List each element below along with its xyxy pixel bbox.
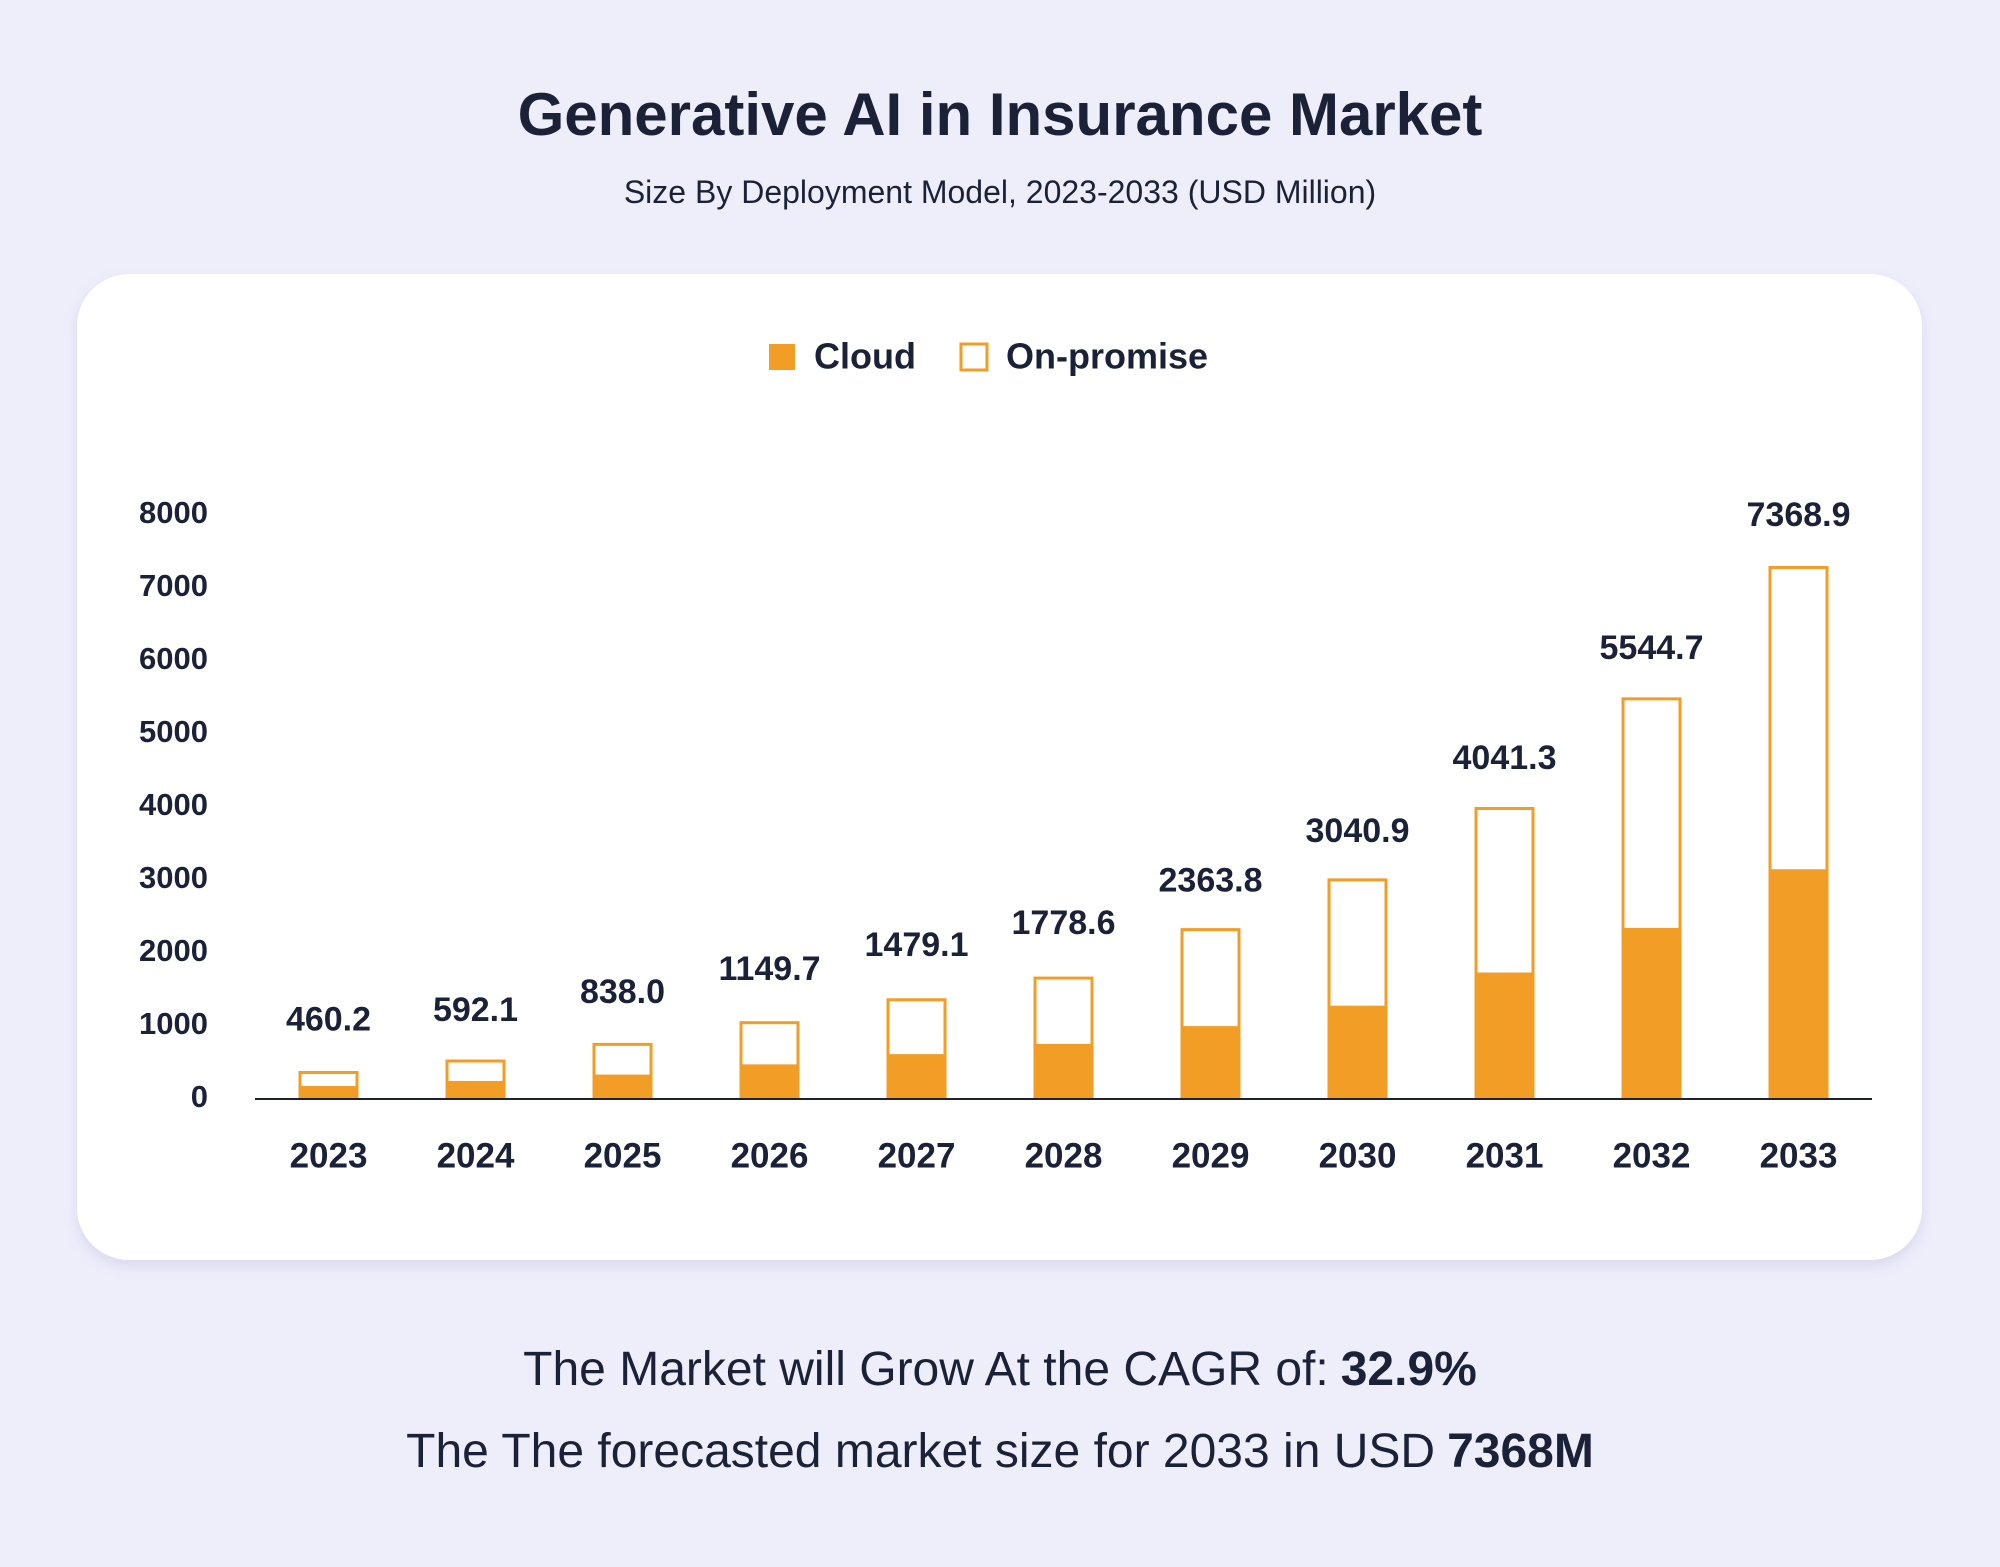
bar-segment — [298, 1087, 359, 1099]
cagr-value: 32.9% — [1340, 1343, 1477, 1396]
bar-segment — [445, 1082, 506, 1099]
x-tick-label: 2024 — [437, 1136, 515, 1175]
forecast-line: The The forecasted market size for 2033 … — [0, 1424, 2000, 1479]
y-tick-label: 3000 — [139, 860, 208, 895]
bar-segment-outline — [1474, 807, 1535, 976]
bar-segment — [1327, 1007, 1388, 1099]
bar-segment-outline — [739, 1021, 800, 1068]
y-tick-label: 6000 — [139, 641, 208, 676]
bar-segment-outline — [1621, 697, 1682, 931]
bar-segment — [1768, 870, 1829, 1099]
x-tick-label: 2032 — [1613, 1136, 1691, 1175]
bar-segment — [592, 1076, 653, 1099]
x-tick-label: 2023 — [290, 1136, 368, 1175]
bar-segment-outline — [298, 1070, 359, 1090]
x-tick-label: 2028 — [1025, 1136, 1103, 1175]
forecast-value: 7368M — [1447, 1425, 1594, 1478]
total-label: 7368.9 — [1747, 496, 1851, 534]
bar-segment-outline — [445, 1059, 506, 1084]
total-label: 838.0 — [580, 973, 665, 1011]
bar-segment-outline — [1327, 878, 1388, 1009]
x-tick-label: 2030 — [1319, 1136, 1397, 1175]
x-tick-label: 2025 — [584, 1136, 662, 1175]
bar-segment — [1033, 1045, 1094, 1099]
total-label: 3040.9 — [1306, 812, 1410, 850]
x-tick-label: 2033 — [1760, 1136, 1838, 1175]
legend-swatch — [959, 342, 989, 372]
y-tick-label: 1000 — [139, 1006, 208, 1041]
total-label: 592.1 — [433, 991, 518, 1029]
bar-segment — [1180, 1027, 1241, 1099]
x-tick-label: 2027 — [878, 1136, 956, 1175]
bar-segment — [886, 1055, 947, 1099]
y-tick-label: 5000 — [139, 714, 208, 749]
bar-segment — [1621, 929, 1682, 1099]
bar-segment-outline — [886, 998, 947, 1058]
y-tick-label: 0 — [191, 1079, 208, 1114]
bar-segment — [739, 1065, 800, 1099]
x-tick-label: 2031 — [1466, 1136, 1544, 1175]
total-label: 1778.6 — [1012, 904, 1116, 942]
cagr-label: The Market will Grow At the CAGR of: — [523, 1343, 1329, 1396]
y-tick-label: 2000 — [139, 933, 208, 968]
y-tick-label: 8000 — [139, 495, 208, 530]
chart-title: Generative AI in Insurance Market — [517, 81, 1483, 148]
y-tick-label: 4000 — [139, 787, 208, 822]
bar-segment — [1474, 974, 1535, 1099]
x-tick-label: 2029 — [1172, 1136, 1250, 1175]
total-label: 460.2 — [286, 1000, 371, 1038]
total-label: 1149.7 — [718, 950, 820, 988]
chart-card — [77, 274, 1922, 1260]
bar-segment-outline — [1180, 928, 1241, 1030]
legend-swatch — [769, 344, 795, 370]
bar-segment-outline — [592, 1042, 653, 1078]
legend-label: Cloud — [814, 336, 916, 377]
y-tick-label: 7000 — [139, 568, 208, 603]
legend-label: On-promise — [1006, 336, 1208, 377]
chart-subtitle: Size By Deployment Model, 2023-2033 (USD… — [623, 174, 1377, 210]
total-label: 4041.3 — [1453, 739, 1557, 777]
bar-segment-outline — [1033, 976, 1094, 1047]
forecast-label: The The forecasted market size for 2033 … — [406, 1425, 1436, 1478]
total-label: 1479.1 — [865, 926, 969, 964]
cagr-line: The Market will Grow At the CAGR of: 32.9… — [0, 1342, 2000, 1397]
bar-segment-outline — [1768, 566, 1829, 873]
total-label: 2363.8 — [1159, 861, 1263, 899]
x-tick-label: 2026 — [731, 1136, 809, 1175]
total-label: 5544.7 — [1600, 629, 1704, 667]
